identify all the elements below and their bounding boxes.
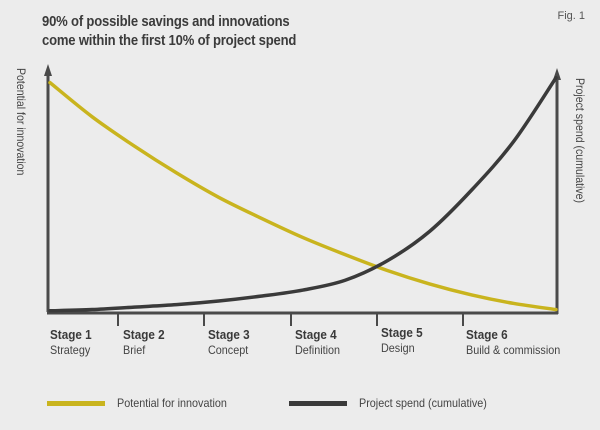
x-tick-label-stage-5: Stage 5 Design bbox=[381, 325, 423, 356]
legend-label-innovation: Potential for innovation bbox=[117, 396, 227, 410]
y-axis-right-label: Project spend (cumulative) bbox=[573, 78, 587, 204]
x-ticks bbox=[117, 314, 464, 326]
legend-swatch-spend bbox=[289, 400, 347, 406]
figure-label: Fig. 1 bbox=[557, 10, 585, 22]
y-axis-left-arrow-icon bbox=[44, 64, 52, 76]
stage-name: Brief bbox=[123, 343, 146, 357]
stage-number: Stage 5 bbox=[381, 325, 423, 340]
stage-name: Strategy bbox=[50, 343, 91, 357]
x-tick-label-stage-4: Stage 4 Definition bbox=[295, 327, 340, 358]
chart-title-line-2: come within the first 10% of project spe… bbox=[42, 33, 297, 49]
stage-name: Definition bbox=[295, 343, 341, 357]
stage-number: Stage 6 bbox=[466, 327, 508, 342]
x-tick-label-stage-3: Stage 3 Concept bbox=[208, 327, 250, 358]
x-tick-label-stage-6: Stage 6 Build & commission bbox=[466, 327, 560, 358]
legend-item-spend: Project spend (cumulative) bbox=[289, 396, 501, 410]
stage-number: Stage 3 bbox=[208, 327, 250, 342]
series-line-spend bbox=[48, 76, 558, 313]
chart-title-line-1: 90% of possible savings and innovations bbox=[42, 14, 290, 30]
legend: Potential for innovation Project spend (… bbox=[0, 396, 600, 416]
legend-item-innovation: Potential for innovation bbox=[47, 396, 239, 410]
stage-name: Design bbox=[381, 341, 415, 355]
series-line-innovation bbox=[48, 80, 558, 312]
stage-number: Stage 4 bbox=[295, 327, 337, 342]
axes bbox=[44, 64, 561, 315]
x-tick-label-stage-1: Stage 1 Strategy bbox=[50, 327, 92, 358]
legend-swatch-innovation bbox=[47, 400, 105, 406]
stage-number: Stage 1 bbox=[50, 327, 92, 342]
stage-name: Concept bbox=[208, 343, 249, 357]
stage-number: Stage 2 bbox=[123, 327, 165, 342]
series-group bbox=[48, 76, 558, 313]
x-tick-label-stage-2: Stage 2 Brief bbox=[123, 327, 165, 358]
y-axis-left-label: Potential for innovation bbox=[14, 68, 28, 176]
stage-name: Build & commission bbox=[466, 343, 561, 357]
legend-label-spend: Project spend (cumulative) bbox=[359, 396, 487, 410]
chart-title: 90% of possible savings and innovations … bbox=[42, 13, 296, 51]
